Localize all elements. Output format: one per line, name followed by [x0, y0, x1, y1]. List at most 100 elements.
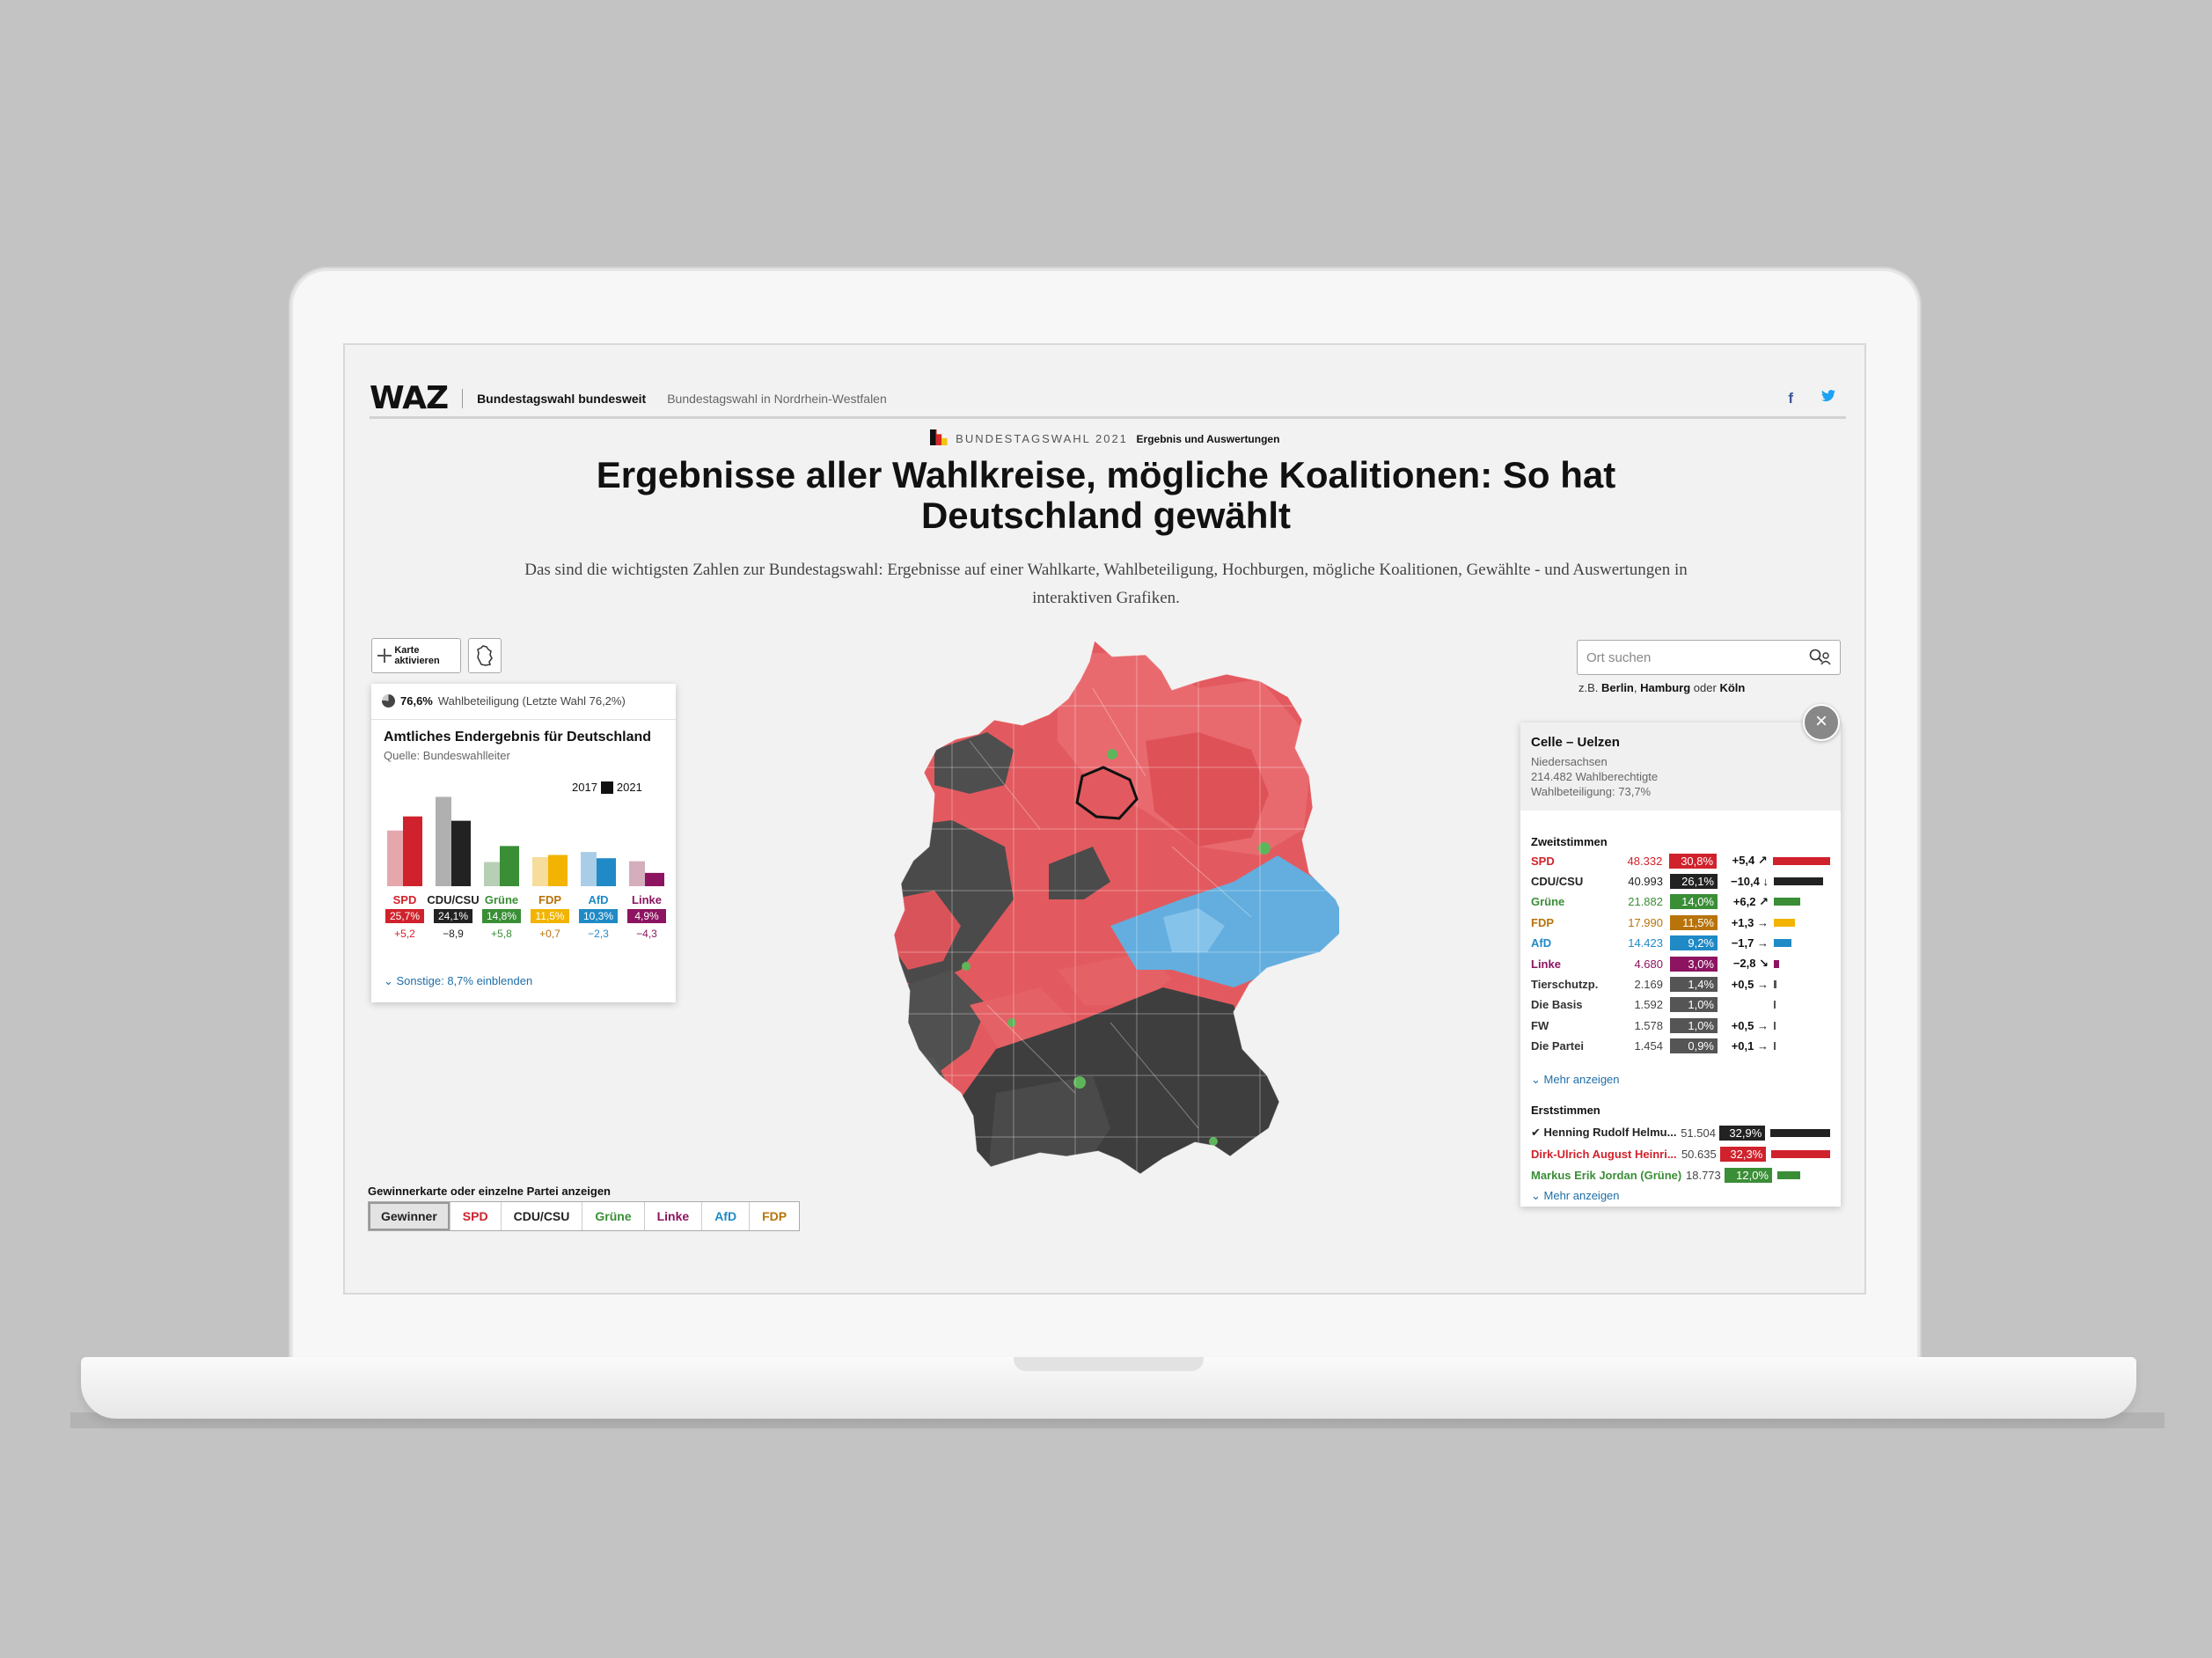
- results-bar-chart: SPD 25,7% +5,2 CDU/CSU 24,1% −8,9 Grüne 14,8% +5…: [385, 796, 666, 940]
- more-zweitstimmen-link[interactable]: ⌄ Mehr anzeigen: [1531, 1073, 1620, 1086]
- candidate-bar: [1770, 1128, 1830, 1137]
- pct-badge: [434, 909, 472, 923]
- map-district-borders: [899, 641, 1339, 1174]
- tab-afd[interactable]: AfD: [702, 1202, 751, 1230]
- tab-fdp[interactable]: FDP: [762, 1209, 787, 1223]
- category-label: Grüne: [485, 893, 518, 906]
- germany-election-map[interactable]: [882, 635, 1339, 1181]
- party-pct: 1,4%: [1670, 976, 1718, 992]
- party-pct: 26,1%: [1670, 873, 1718, 889]
- hint-berlin[interactable]: Berlin: [1601, 681, 1634, 694]
- map-region-hessen-north: [1049, 847, 1110, 899]
- party-diff: +0,5 →: [1731, 977, 1769, 991]
- nav-divider: [462, 388, 464, 408]
- party-pct: 14,0%: [1670, 894, 1718, 910]
- hint-hamburg[interactable]: Hamburg: [1640, 681, 1691, 694]
- show-others-link[interactable]: ⌄ Sonstige: 8,7% einblenden: [384, 974, 533, 987]
- twitter-icon[interactable]: [1821, 389, 1835, 407]
- district-meta: Niedersachsen 214.482 Wahlberechtigte Wa…: [1531, 754, 1658, 799]
- map-green-koeln: [962, 962, 970, 971]
- pct-label: 11,5%: [535, 910, 564, 922]
- party-diff: −1,7 →: [1731, 936, 1769, 950]
- site-header: WAZ Bundestagswahl bundesweit Bundestags…: [370, 380, 1846, 419]
- more-erststimmen-label: Mehr anzeigen: [1543, 1189, 1620, 1202]
- pct-badge: [482, 909, 521, 923]
- district-header: Celle – Uelzen Niedersachsen 214.482 Wah…: [1520, 723, 1841, 811]
- category-label: FDP: [538, 893, 561, 906]
- zweitstimmen-row: Die Partei 1.454 0,9% +0,1 →: [1531, 1037, 1830, 1056]
- search-placeholder: Ort suchen: [1586, 649, 1652, 665]
- district-eligible: 214.482 Wahlberechtigte: [1531, 770, 1659, 783]
- party-pct: 1,0%: [1670, 1017, 1718, 1033]
- tab-spd[interactable]: SPD: [450, 1202, 502, 1230]
- legend-swatch: [597, 777, 613, 794]
- candidate-pct: 32,9%: [1718, 1125, 1766, 1141]
- bar-2021-grne: [500, 846, 519, 886]
- party-votes: 4.680: [1634, 957, 1663, 971]
- hint-koeln[interactable]: Köln: [1719, 681, 1746, 694]
- party-bar: [1774, 979, 1776, 988]
- tab-linke[interactable]: Linke: [645, 1202, 703, 1230]
- diff-label: +5,2: [394, 928, 415, 940]
- party-bar: [1774, 1042, 1776, 1051]
- map-region-east-afd: [1110, 855, 1339, 987]
- party-pct: 9,2%: [1670, 935, 1718, 951]
- germany-outline-button[interactable]: [468, 638, 502, 673]
- more-erststimmen-link[interactable]: ⌄ Mehr anzeigen: [1531, 1189, 1620, 1202]
- map-green-muenchen: [1209, 1137, 1218, 1146]
- zweitstimmen-row: Linke 4.680 3,0% −2,8 ↘: [1531, 954, 1830, 973]
- laptop-base: [81, 1357, 2136, 1419]
- party-name: Die Basis: [1531, 998, 1583, 1012]
- tab-cducsu[interactable]: CDU/CSU: [502, 1202, 583, 1230]
- map-region-bw: [987, 1075, 1110, 1174]
- map-region-emsland: [934, 732, 1014, 794]
- activate-map-button[interactable]: Karte aktivieren: [371, 638, 461, 673]
- browser-screen: WAZ Bundestagswahl bundesweit Bundestags…: [343, 343, 1866, 1295]
- party-votes: 21.882: [1628, 895, 1663, 909]
- waz-logo[interactable]: WAZ: [370, 380, 449, 416]
- bar-2017-spd: [387, 830, 403, 886]
- more-zweitstimmen-label: Mehr anzeigen: [1543, 1073, 1620, 1086]
- party-diff: −2,8 ↘: [1732, 957, 1769, 970]
- candidate-votes: 18.773: [1686, 1168, 1721, 1182]
- erststimmen-row: Markus Erik Jordan (Grüne) 18.773 12,0%: [1531, 1165, 1830, 1185]
- nav-link-bundesweit[interactable]: Bundestagswahl bundesweit: [477, 391, 647, 406]
- tab-gewinner[interactable]: Gewinner: [369, 1202, 450, 1230]
- map-selected-district[interactable]: [1075, 766, 1139, 820]
- close-district-button[interactable]: ×: [1803, 704, 1840, 741]
- party-name: AfD: [1531, 936, 1552, 950]
- pct-badge: [385, 909, 424, 923]
- bundestag-flag-icon: [929, 429, 948, 445]
- bar-2017-cducsu: [436, 796, 451, 886]
- year-legend: 2017 2021: [572, 777, 642, 794]
- card-divider: [371, 719, 676, 720]
- location-search[interactable]: Ort suchen: [1577, 640, 1841, 675]
- party-name: Linke: [1531, 957, 1561, 971]
- party-name: Grüne: [1531, 895, 1565, 909]
- pct-badge: [579, 909, 618, 923]
- category-label: SPD: [393, 893, 417, 906]
- bar-2017-afd: [581, 852, 597, 886]
- diff-label: +5,8: [491, 928, 512, 940]
- party-bar: [1774, 877, 1823, 885]
- party-bar: [1774, 918, 1796, 927]
- district-name: Celle – Uelzen: [1531, 735, 1620, 750]
- facebook-icon[interactable]: f: [1788, 389, 1793, 407]
- map-green-berlin: [1258, 842, 1271, 855]
- map-region-afd-light: [1163, 908, 1225, 952]
- map-region-ruhr: [894, 891, 961, 970]
- bar-2017-fdp: [532, 856, 548, 886]
- laptop-notch: [1014, 1357, 1204, 1371]
- party-votes: 17.990: [1628, 915, 1663, 929]
- zweitstimmen-row: CDU/CSU 40.993 26,1% −10,4 ↓: [1531, 871, 1830, 891]
- hint-or: oder: [1693, 681, 1717, 694]
- erststimmen-row: Dirk-Ulrich August Heinri... 50.635 32,3%: [1531, 1144, 1830, 1163]
- zweitstimmen-row: FW 1.578 1,0% +0,5 →: [1531, 1016, 1830, 1035]
- candidate-bar: [1777, 1170, 1800, 1179]
- nav-link-nrw[interactable]: Bundestagswahl in Nordrhein-Westfalen: [667, 391, 887, 406]
- candidate-votes: 51.504: [1681, 1126, 1716, 1140]
- map-green-spot: [1107, 749, 1117, 759]
- tab-grüne[interactable]: Grüne: [582, 1202, 645, 1230]
- bar-2021-cducsu: [451, 820, 471, 886]
- search-hint: z.B. Berlin, Hamburg oder Köln: [1578, 681, 1746, 694]
